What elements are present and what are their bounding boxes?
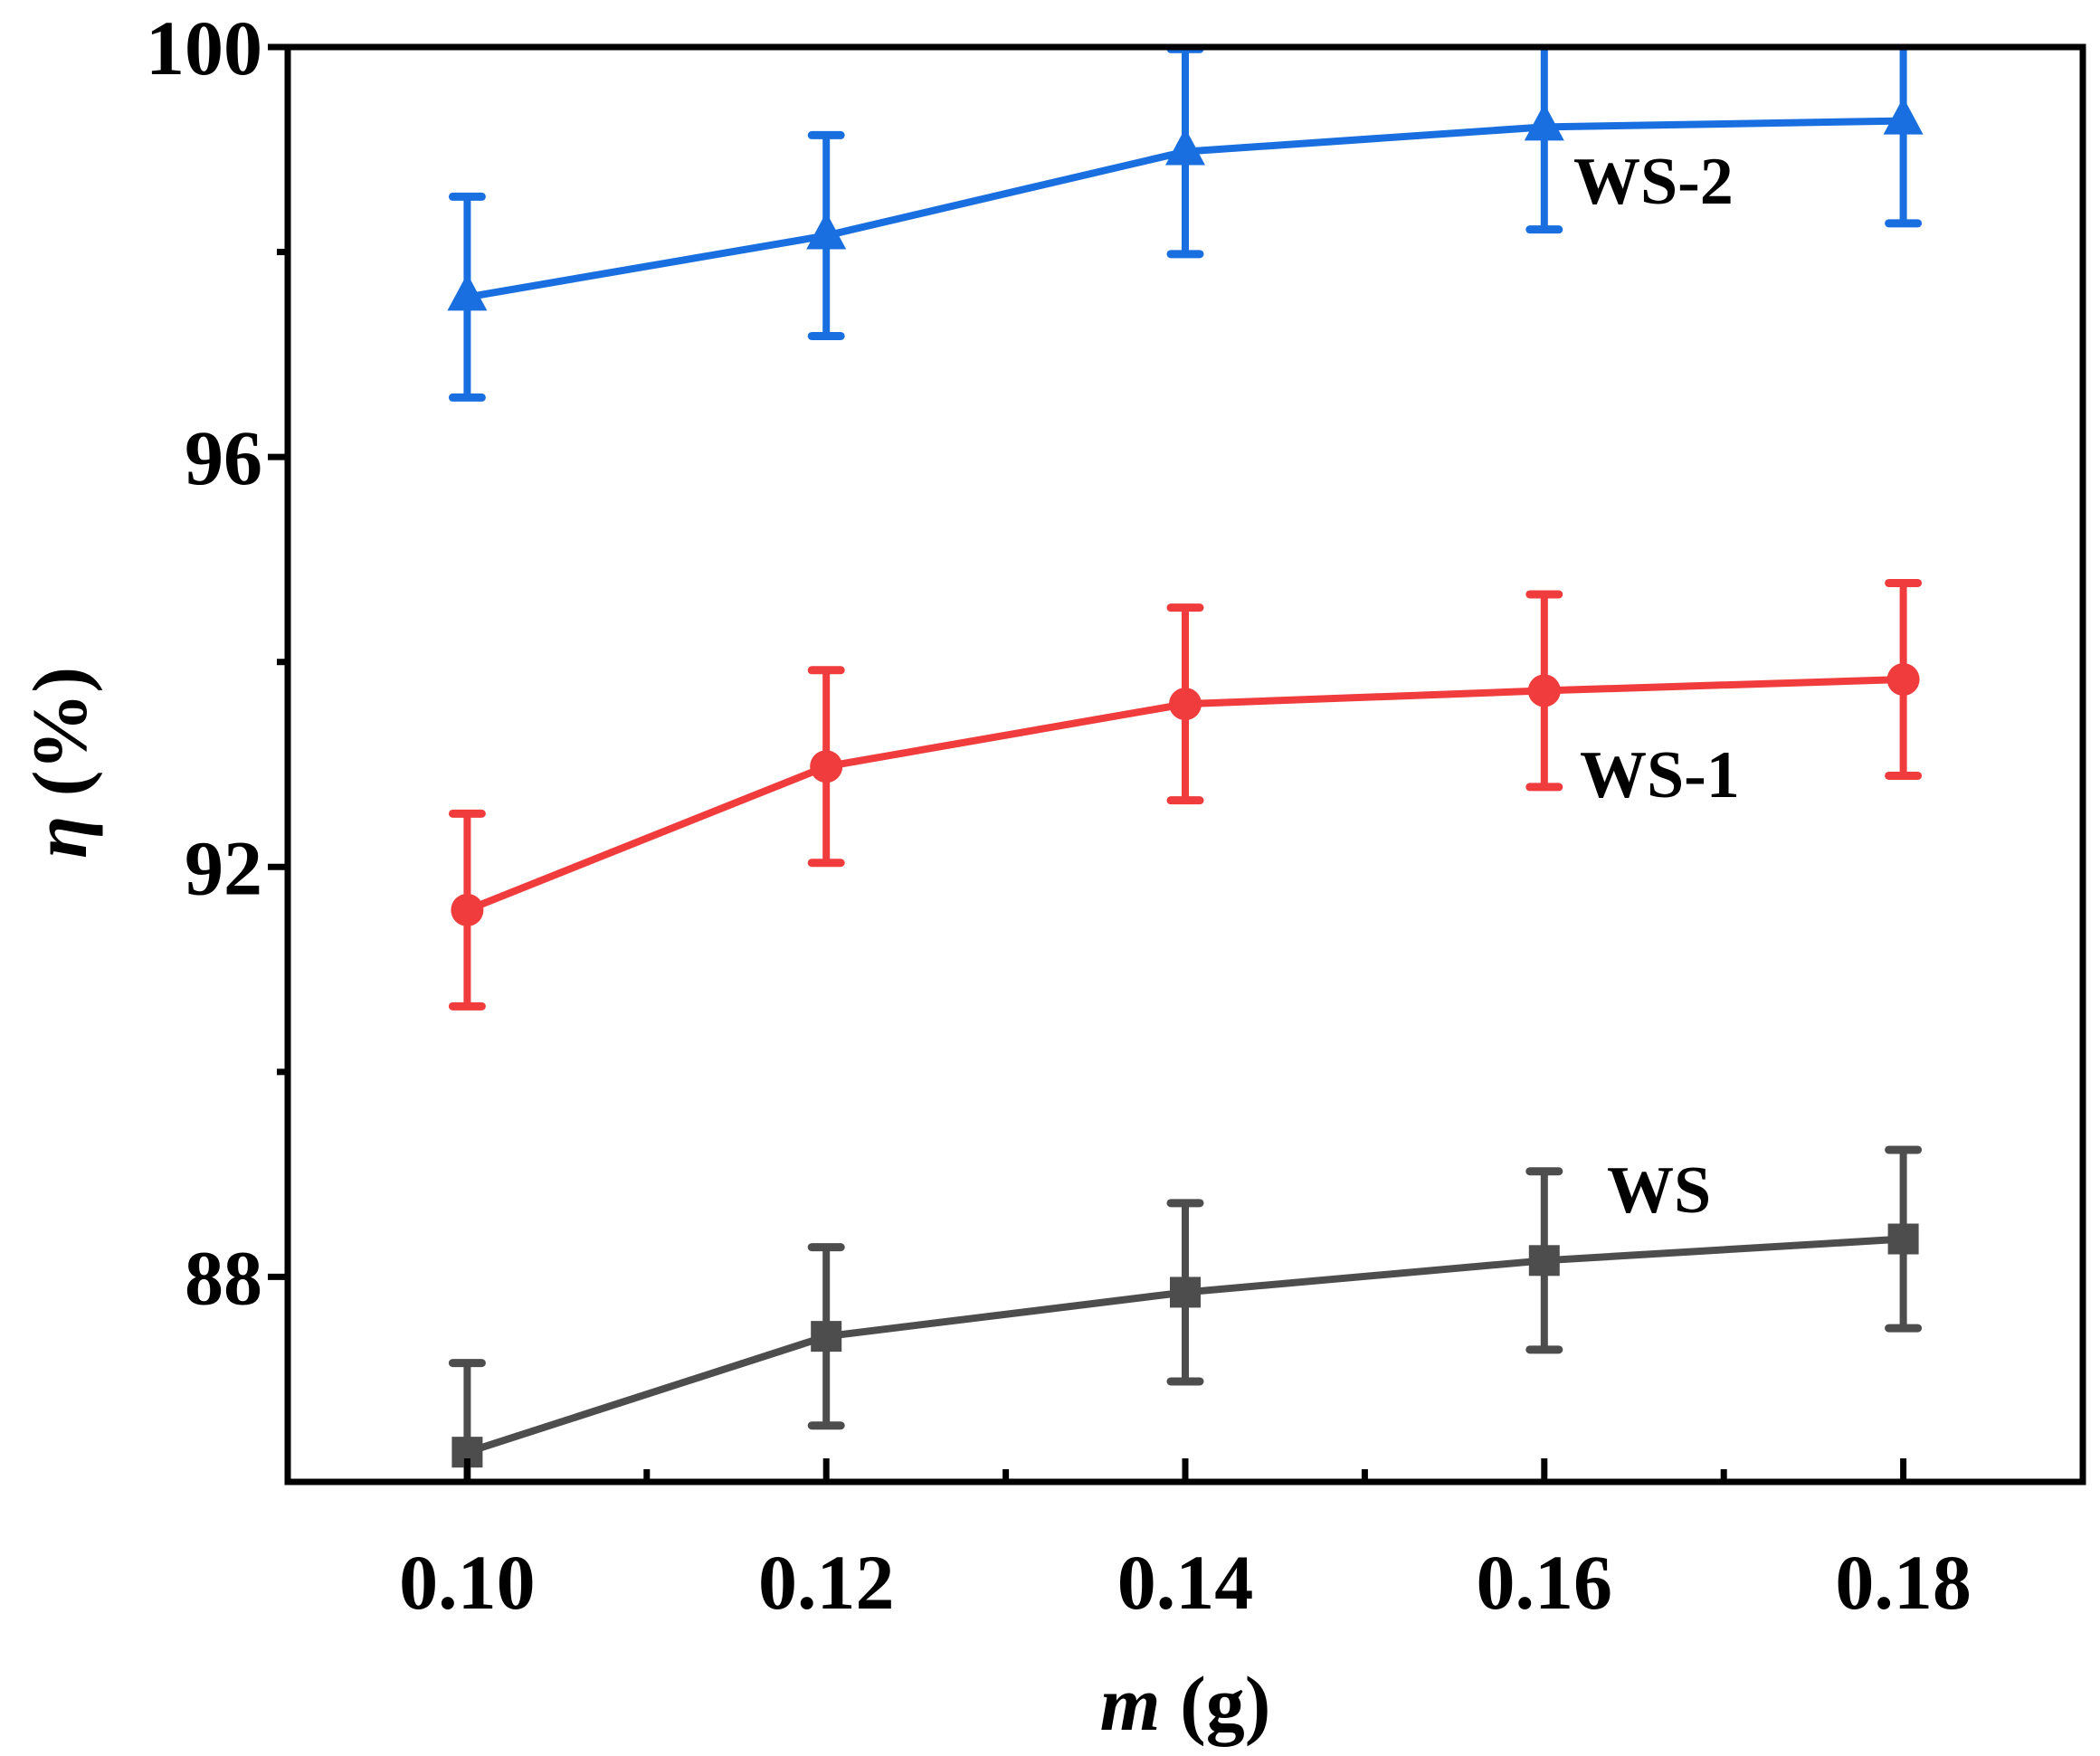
series-ws-1 bbox=[448, 578, 1923, 1011]
y-tick-label: 96 bbox=[185, 414, 262, 501]
data-point-circle bbox=[1527, 674, 1561, 707]
y-tick-label: 100 bbox=[146, 5, 262, 91]
series-ws bbox=[448, 1145, 1923, 1482]
data-point-square bbox=[1528, 1245, 1560, 1277]
x-tick-label: 0.14 bbox=[1117, 1539, 1254, 1626]
y-axis-title: η (%) bbox=[16, 667, 103, 859]
series-label-ws-1: WS-1 bbox=[1580, 738, 1740, 812]
x-tick-label: 0.12 bbox=[758, 1539, 895, 1626]
data-point-square bbox=[811, 1321, 842, 1353]
data-point-triangle bbox=[1883, 97, 1924, 135]
x-tick-label: 0.10 bbox=[399, 1539, 536, 1626]
x-axis-title: m (g) bbox=[1100, 1660, 1271, 1747]
data-point-triangle bbox=[1165, 128, 1205, 166]
data-point-triangle bbox=[806, 212, 847, 250]
series-label-ws-2: WS-2 bbox=[1573, 145, 1734, 219]
data-point-circle bbox=[1169, 688, 1202, 721]
data-point-circle bbox=[451, 893, 484, 926]
y-tick-label: 88 bbox=[185, 1234, 262, 1321]
series-ws-2 bbox=[447, 47, 1924, 402]
series-label-ws: WS bbox=[1607, 1153, 1711, 1228]
y-tick-label: 92 bbox=[185, 824, 262, 911]
x-tick-label: 0.18 bbox=[1835, 1539, 1972, 1626]
data-point-triangle bbox=[447, 273, 488, 311]
data-point-triangle bbox=[1524, 103, 1564, 141]
data-point-square bbox=[1887, 1223, 1919, 1255]
data-point-square bbox=[1170, 1277, 1201, 1308]
data-point-circle bbox=[810, 750, 843, 783]
x-tick-label: 0.16 bbox=[1477, 1539, 1613, 1626]
data-point-circle bbox=[1886, 662, 1920, 696]
